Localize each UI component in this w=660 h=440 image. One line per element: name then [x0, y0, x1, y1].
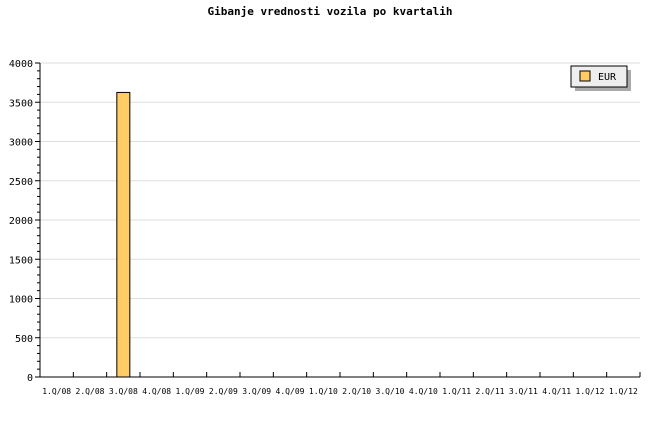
y-tick-label: 1500 — [9, 255, 33, 266]
bar — [116, 91, 131, 378]
y-tick-label: 0 — [27, 373, 33, 384]
legend-swatch — [579, 70, 591, 82]
x-tick-label: 2.Q/09 — [209, 387, 238, 396]
x-tick-label: 1.Q/10 — [309, 387, 338, 396]
y-tick-label: 3500 — [9, 98, 33, 109]
x-tick-label: 1.Q/11 — [442, 387, 471, 396]
x-tick-label: 1.Q/09 — [176, 387, 205, 396]
x-tick-label: 3.Q/09 — [242, 387, 271, 396]
y-tick-label: 1000 — [9, 295, 33, 306]
y-tick-label: 3000 — [9, 138, 33, 149]
x-tick-label: 4.Q/09 — [276, 387, 305, 396]
x-tick-label: 1.Q/08 — [42, 387, 71, 396]
x-tick-label: 3.Q/10 — [376, 387, 405, 396]
legend: EUR — [570, 65, 631, 91]
x-tick-label: 1.Q/12 — [609, 387, 638, 396]
y-tick-label: 2000 — [9, 216, 33, 227]
x-tick-label: 2.Q/10 — [342, 387, 371, 396]
chart-title: Gibanje vrednosti vozila po kvartalih — [207, 5, 452, 18]
x-tick-label: 2.Q/11 — [476, 387, 505, 396]
y-tick-label: 500 — [15, 334, 33, 345]
x-tick-label: 3.Q/11 — [509, 387, 538, 396]
x-tick-label: 4.Q/08 — [142, 387, 171, 396]
y-tick-label: 2500 — [9, 177, 33, 188]
x-tick-label: 4.Q/10 — [409, 387, 438, 396]
x-tick-label: 2.Q/08 — [76, 387, 105, 396]
x-tick-label: 1.Q/12 — [576, 387, 605, 396]
x-tick-label: 4.Q/11 — [542, 387, 571, 396]
y-tick-label: 4000 — [9, 59, 33, 70]
legend-label: EUR — [598, 72, 617, 83]
x-tick-label: 3.Q/08 — [109, 387, 138, 396]
